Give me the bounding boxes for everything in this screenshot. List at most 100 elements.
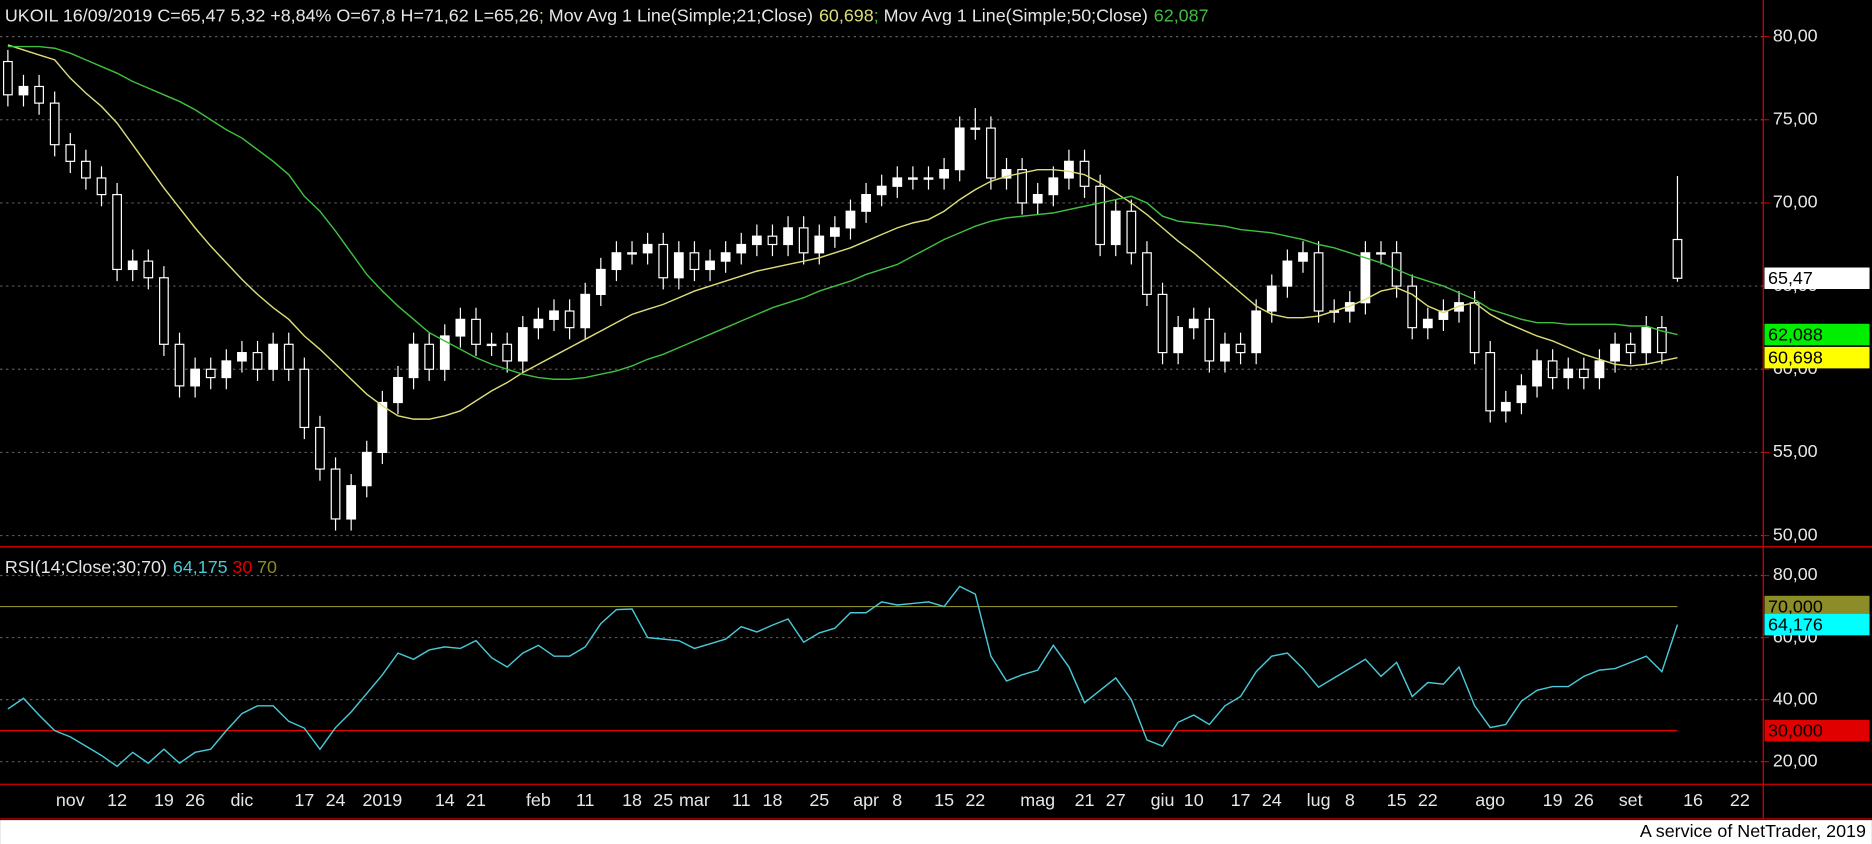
x-tick-label: 17 bbox=[294, 790, 314, 810]
legend-name: Mov Avg 1 Line(Simple;21;Close) bbox=[549, 5, 813, 25]
candle-body bbox=[939, 169, 949, 179]
candle-body bbox=[1563, 368, 1574, 379]
candle-body bbox=[673, 252, 684, 279]
candle-body bbox=[393, 376, 403, 404]
x-tick-label: 22 bbox=[1730, 790, 1750, 810]
candle-body bbox=[81, 160, 91, 179]
y-tick-label: 20,00 bbox=[1773, 750, 1818, 770]
candle-body bbox=[190, 368, 201, 387]
candle-body bbox=[1641, 327, 1652, 354]
level-badge bbox=[1764, 595, 1870, 618]
candle-body bbox=[720, 252, 731, 262]
candle-body bbox=[1578, 368, 1589, 379]
candle-body bbox=[1500, 401, 1511, 412]
candle-body bbox=[1001, 169, 1012, 179]
candle-body bbox=[642, 243, 653, 254]
x-tick-label: ago bbox=[1475, 790, 1505, 810]
candle-body bbox=[1454, 302, 1464, 312]
candle-body bbox=[908, 177, 918, 180]
candle-body bbox=[159, 277, 169, 345]
candle-body bbox=[283, 343, 294, 370]
candle-body bbox=[1188, 318, 1199, 329]
x-tick-label: 27 bbox=[1106, 790, 1126, 810]
x-tick-label: 17 bbox=[1231, 790, 1251, 810]
candle-body bbox=[1282, 260, 1293, 287]
candle-body bbox=[986, 127, 996, 179]
x-tick-label: 18 bbox=[763, 790, 783, 810]
x-tick-label: 11 bbox=[576, 790, 595, 810]
x-tick-label: 2019 bbox=[362, 790, 402, 810]
x-tick-label: set bbox=[1619, 790, 1643, 810]
candle-body bbox=[876, 185, 887, 196]
candle-body bbox=[658, 243, 669, 279]
candle-body bbox=[34, 85, 44, 104]
candle-body bbox=[205, 368, 216, 379]
candle-body bbox=[143, 260, 154, 279]
candle-body bbox=[49, 102, 60, 146]
x-tick-label: apr bbox=[853, 790, 879, 810]
candle-body bbox=[1360, 252, 1371, 304]
candle-body bbox=[1064, 160, 1074, 179]
candle-body bbox=[1672, 238, 1683, 279]
candle-body bbox=[923, 177, 934, 180]
candle-body bbox=[361, 451, 372, 487]
x-tick-label: 8 bbox=[1345, 790, 1355, 810]
x-tick-label: mar bbox=[679, 790, 710, 810]
legend-value: 62,087 bbox=[1154, 5, 1209, 25]
candle-body bbox=[814, 235, 825, 254]
candle-body bbox=[408, 343, 419, 379]
x-tick-label: 24 bbox=[1262, 790, 1282, 810]
candle-body bbox=[954, 127, 965, 171]
candle-body bbox=[751, 235, 762, 246]
price-badge bbox=[1764, 323, 1870, 346]
x-tick-label: 10 bbox=[1184, 790, 1204, 810]
y-tick-label: 50,00 bbox=[1773, 524, 1818, 544]
x-tick-label: 19 bbox=[154, 790, 174, 810]
price-badge-label: 64,176 bbox=[1768, 615, 1823, 635]
candle-body bbox=[1438, 310, 1449, 320]
level-badge-label: 30,000 bbox=[1768, 721, 1823, 741]
x-tick-label: 8 bbox=[892, 790, 902, 810]
candle-body bbox=[611, 252, 622, 271]
candle-body bbox=[112, 194, 122, 271]
price-badge bbox=[1764, 346, 1870, 369]
candle-body bbox=[736, 243, 747, 254]
candle-body bbox=[1110, 210, 1121, 246]
candle-body bbox=[1032, 194, 1043, 204]
candle-body bbox=[627, 252, 637, 255]
candle-body bbox=[1266, 285, 1277, 312]
series-line bbox=[7, 44, 1678, 420]
x-tick-label: 15 bbox=[934, 790, 954, 810]
x-tick-label: 26 bbox=[185, 790, 205, 810]
candle-body bbox=[377, 401, 388, 454]
candle-body bbox=[1126, 210, 1137, 254]
panel-header: UKOIL 16/09/2019 C=65,47 5,32 +8,84% O=6… bbox=[5, 5, 1209, 25]
x-tick-label: 12 bbox=[107, 790, 127, 810]
candle-body bbox=[1048, 177, 1059, 196]
overlay-layer: nov 12 19 26 dic 17 24 2019 14 21 feb 11 18 25 mar 11 18… bbox=[5, 5, 1870, 810]
candle-body bbox=[892, 177, 903, 187]
candle-body bbox=[1173, 327, 1184, 354]
price-badge bbox=[1764, 613, 1870, 636]
x-tick-label: 14 bbox=[435, 790, 455, 810]
candle-body bbox=[1204, 318, 1215, 362]
candle-body bbox=[18, 85, 29, 96]
series-line bbox=[7, 45, 1678, 380]
series-line bbox=[7, 585, 1679, 768]
candle-body bbox=[486, 343, 497, 347]
candle-body bbox=[1532, 360, 1542, 387]
footer-text: A service of NetTrader, 2019 bbox=[1640, 821, 1866, 841]
candle-body bbox=[1251, 310, 1262, 354]
x-tick-label: 21 bbox=[1075, 790, 1095, 810]
candle-body bbox=[1142, 252, 1152, 295]
y-tick-label: 80,00 bbox=[1773, 25, 1818, 45]
candle-body bbox=[845, 210, 856, 229]
header-title: RSI(14;Close;30;70) bbox=[5, 557, 167, 577]
candle-body bbox=[549, 310, 559, 320]
candle-body bbox=[1220, 343, 1230, 362]
candle-body bbox=[595, 268, 606, 295]
level-value: 70 bbox=[257, 557, 277, 577]
candle-body bbox=[96, 177, 107, 196]
